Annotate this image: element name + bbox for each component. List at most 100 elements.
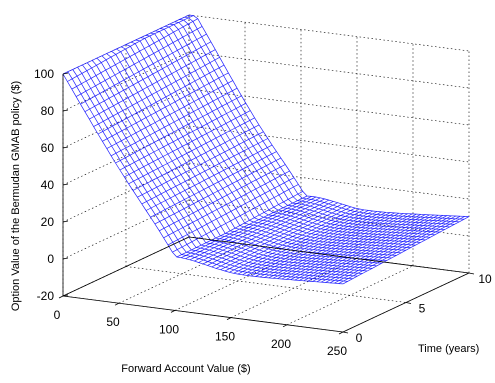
mesh-line-y	[145, 144, 273, 211]
floor-edge	[188, 236, 470, 274]
grid-line	[188, 125, 470, 163]
mesh-line-x	[111, 51, 392, 259]
x-tick-mark	[114, 302, 120, 306]
mesh-line-y	[338, 216, 465, 284]
mesh-line-y	[329, 215, 457, 284]
x-tick-label: 150	[215, 330, 235, 344]
grid-line	[125, 266, 407, 303]
mesh-line-y	[207, 201, 334, 266]
mesh-line-y	[80, 33, 207, 105]
x-tick-mark	[58, 295, 64, 299]
mesh-line-y	[62, 14, 190, 75]
mesh-line-y	[93, 56, 220, 127]
mesh-line-y	[312, 214, 439, 282]
mesh-line-x	[179, 19, 460, 223]
grid-line	[188, 14, 470, 52]
mesh-line-y	[163, 170, 290, 239]
mesh-line-x	[96, 57, 377, 267]
mesh-line-y	[342, 216, 470, 285]
y-tick-mark	[405, 302, 412, 304]
mesh-line-y	[167, 177, 295, 246]
mesh-line-y	[84, 41, 212, 113]
mesh-line-x	[184, 16, 465, 220]
x-axis-line	[62, 295, 344, 333]
x-tick-label: 50	[106, 315, 120, 329]
mesh-line-y	[110, 87, 238, 157]
mesh-line-y	[285, 213, 413, 280]
x-tick-mark	[170, 310, 176, 313]
mesh-line-y	[281, 213, 408, 280]
mesh-line-y	[97, 64, 225, 135]
z-tick-mark	[62, 109, 69, 112]
mesh-line-x	[106, 53, 387, 261]
mesh-line-y	[229, 207, 356, 273]
mesh-line-y	[320, 215, 448, 283]
z-axis-label: Option Value of the Bermudan GMAB policy…	[10, 81, 22, 311]
mesh-line-y	[211, 202, 338, 268]
mesh-line-y	[194, 197, 321, 262]
mesh-line-y	[294, 213, 422, 281]
mesh-line-y	[176, 191, 303, 258]
x-tick-mark	[226, 317, 232, 320]
surface-mesh	[62, 14, 470, 285]
mesh-line-y	[334, 215, 461, 284]
grid-line	[188, 88, 470, 126]
x-tick-mark	[338, 331, 344, 335]
z-tick-mark	[62, 294, 69, 297]
y-tick-label: 10	[478, 272, 492, 286]
mesh-line-y	[325, 215, 452, 283]
mesh-line-y	[277, 213, 404, 280]
mesh-line-x	[116, 48, 397, 256]
mesh-line-y	[215, 203, 343, 269]
mesh-line-y	[159, 164, 286, 232]
mesh-line-y	[154, 157, 282, 225]
floor-edge	[62, 236, 190, 297]
z-tick-label: -20	[37, 289, 55, 303]
mesh-line-y	[250, 211, 378, 277]
mesh-line-y	[132, 124, 260, 191]
mesh-line-y	[124, 110, 251, 178]
mesh-line-y	[189, 196, 317, 261]
mesh-line-y	[233, 208, 360, 274]
grid-line	[188, 162, 470, 200]
z-tick-label: 0	[47, 252, 54, 266]
mesh-line-y	[242, 210, 369, 276]
mesh-line-x	[188, 14, 470, 217]
x-axis-label: Forward Account Value ($)	[121, 363, 250, 375]
mesh-line-y	[202, 199, 330, 265]
mesh-line-y	[264, 212, 391, 278]
z-tick-mark	[62, 183, 69, 186]
tick-labels: 0 50 100 150 200 250 0 5 10 -20 0 20 40 60 80 100	[34, 67, 492, 358]
mesh-line-y	[172, 184, 299, 253]
mesh-line-y	[237, 209, 365, 275]
mesh-line-y	[259, 211, 387, 278]
axes-frame	[58, 72, 475, 335]
mesh-line-y	[224, 206, 352, 272]
mesh-line-y	[272, 212, 400, 279]
y-tick-mark	[342, 331, 349, 334]
mesh-line-y	[185, 196, 312, 260]
x-tick-label: 0	[54, 308, 61, 322]
x-tick-label: 200	[271, 337, 291, 351]
mesh-line-y	[180, 195, 308, 259]
z-tick-label: 20	[41, 215, 55, 229]
x-tick-mark	[282, 324, 288, 328]
z-tick-label: 100	[34, 67, 54, 81]
grid-line	[188, 51, 470, 89]
mesh-line-y	[268, 212, 395, 279]
z-tick-mark	[62, 72, 69, 75]
mesh-line-y	[141, 138, 268, 205]
mesh-line-y	[303, 214, 430, 282]
grid-lines	[62, 14, 470, 333]
mesh-line-x	[101, 55, 382, 264]
y-axis-label: Time (years)	[418, 343, 479, 355]
mesh-line-y	[290, 213, 417, 281]
mesh-line-y	[150, 151, 277, 218]
mesh-line-y	[307, 214, 435, 282]
mesh-line-y	[128, 117, 255, 185]
mesh-line-x	[86, 62, 368, 272]
z-tick-mark	[62, 146, 69, 149]
mesh-line-y	[220, 205, 347, 271]
mesh-line-y	[75, 26, 203, 97]
mesh-line-y	[198, 198, 325, 263]
